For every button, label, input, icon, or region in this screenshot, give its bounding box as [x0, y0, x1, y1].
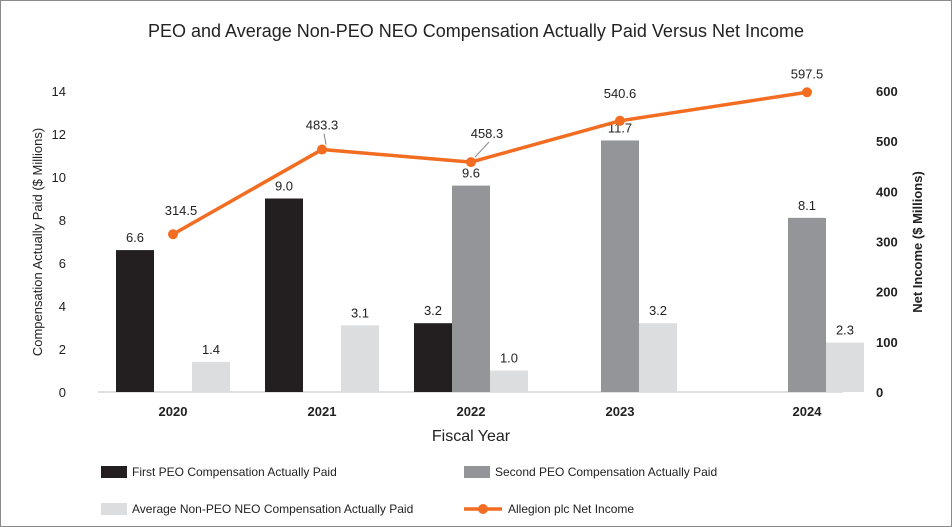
bar-data-label: 3.2 — [424, 303, 442, 318]
x-axis-label: Fiscal Year — [432, 428, 511, 445]
y-tick-label: 2 — [59, 342, 66, 357]
legend-swatch — [464, 466, 490, 478]
net-income-data-label: 314.5 — [165, 203, 198, 218]
y2-tick-label: 0 — [876, 385, 883, 400]
bar-average-non-peo-neo-compensation-actually-paid-2022 — [490, 371, 528, 393]
y2-axis-label: Net Income ($ Millions) — [910, 171, 925, 313]
net-income-point-2023 — [615, 116, 625, 126]
legend-marker — [478, 504, 488, 514]
bar-average-non-peo-neo-compensation-actually-paid-2021 — [341, 325, 379, 392]
net-income-data-label: 597.5 — [791, 66, 824, 81]
bar-first-peo-compensation-actually-paid-2021 — [265, 199, 303, 393]
bar-second-peo-compensation-actually-paid-2022 — [452, 186, 490, 392]
plot-area: 0 2 4 6 8 10 12 14 0 100 200 300 400 500 600 2020 2021 20… — [52, 66, 898, 419]
x-tick-label: 2023 — [606, 404, 635, 419]
net-income-point-2021 — [317, 145, 327, 155]
bar-average-non-peo-neo-compensation-actually-paid-2024 — [826, 343, 864, 392]
y2-tick-label: 300 — [876, 235, 898, 250]
x-tick-label: 2022 — [457, 404, 486, 419]
legend-swatch — [101, 503, 127, 515]
y2-tick-label: 500 — [876, 134, 898, 149]
y-tick-label: 6 — [59, 256, 66, 271]
x-tick-label: 2020 — [159, 404, 188, 419]
bar-data-label: 1.4 — [202, 342, 220, 357]
bar-data-label: 8.1 — [798, 198, 816, 213]
y2-tick-label: 600 — [876, 84, 898, 99]
legend-label: Allegion plc Net Income — [508, 502, 634, 516]
net-income-point-2022 — [466, 157, 476, 167]
net-income-data-label: 540.6 — [604, 86, 637, 101]
net-income-data-label: 458.3 — [471, 126, 504, 141]
chart-title: PEO and Average Non-PEO NEO Compensation… — [148, 21, 804, 41]
bar-average-non-peo-neo-compensation-actually-paid-2023 — [639, 323, 677, 392]
y2-tick-label: 100 — [876, 335, 898, 350]
y-axis-label: Compensation Actually Paid ($ Millions) — [30, 128, 45, 356]
legend-label: Average Non-PEO NEO Compensation Actuall… — [132, 502, 413, 516]
bar-first-peo-compensation-actually-paid-2020 — [116, 250, 154, 392]
bar-data-label: 3.2 — [649, 303, 667, 318]
chart-frame: PEO and Average Non-PEO NEO Compensation… — [0, 0, 952, 527]
bar-second-peo-compensation-actually-paid-2023 — [601, 140, 639, 392]
net-income-point-2020 — [168, 229, 178, 239]
bar-data-label: 9.0 — [275, 179, 293, 194]
bar-first-peo-compensation-actually-paid-2022 — [414, 323, 452, 392]
x-tick-label: 2021 — [308, 404, 337, 419]
y-tick-label: 10 — [52, 170, 66, 185]
y2-tick-label: 200 — [876, 285, 898, 300]
bar-data-label: 3.1 — [351, 305, 369, 320]
bar-data-label: 9.6 — [462, 166, 480, 181]
y-tick-label: 12 — [52, 127, 66, 142]
legend: First PEO Compensation Actually Paid Seco… — [101, 465, 717, 516]
y-tick-label: 0 — [59, 385, 66, 400]
legend-label: First PEO Compensation Actually Paid — [132, 465, 337, 479]
bar-data-label: 1.0 — [500, 351, 518, 366]
bar-average-non-peo-neo-compensation-actually-paid-2020 — [192, 362, 230, 392]
y-tick-label: 14 — [52, 84, 66, 99]
bar-data-label: 2.3 — [836, 323, 854, 338]
net-income-data-label: 483.3 — [306, 118, 339, 133]
y-tick-label: 8 — [59, 213, 66, 228]
chart-canvas: PEO and Average Non-PEO NEO Compensation… — [1, 1, 951, 526]
y-tick-label: 4 — [59, 299, 66, 314]
bar-data-label: 6.6 — [126, 230, 144, 245]
x-tick-label: 2024 — [793, 404, 823, 419]
legend-label: Second PEO Compensation Actually Paid — [495, 465, 717, 479]
leader-line — [475, 142, 489, 157]
legend-swatch — [101, 466, 127, 478]
net-income-point-2024 — [802, 87, 812, 97]
bar-second-peo-compensation-actually-paid-2024 — [788, 218, 826, 392]
y2-tick-label: 400 — [876, 184, 898, 199]
leader-line — [324, 134, 326, 145]
